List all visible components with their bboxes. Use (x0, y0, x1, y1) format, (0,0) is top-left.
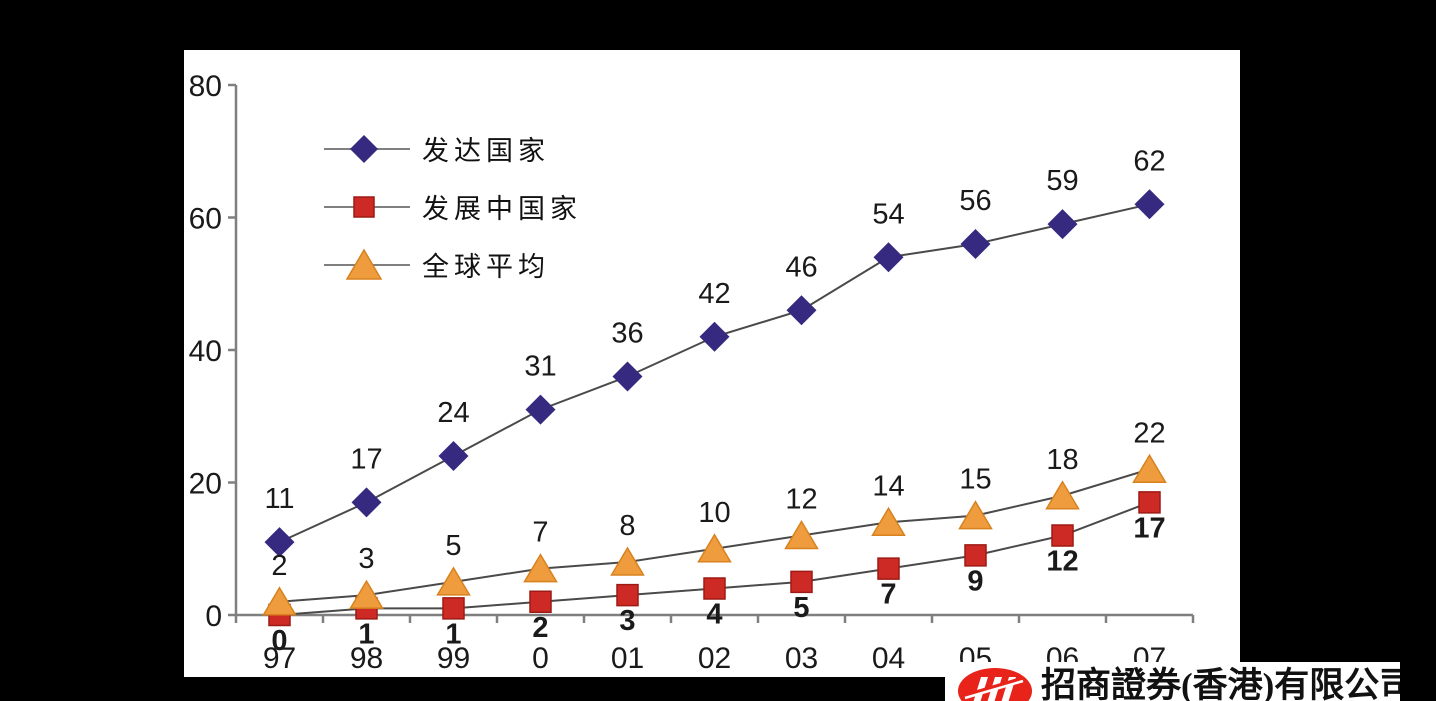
y-tick-label: 0 (205, 600, 222, 633)
x-tick-label: 04 (872, 642, 905, 675)
legend-item-developed: 发达国家 (324, 130, 582, 167)
data-label: 46 (785, 251, 817, 283)
square-marker-icon (324, 195, 410, 218)
x-tick-label: 0 (532, 642, 549, 675)
data-point-square (1138, 491, 1161, 514)
data-label: 56 (959, 185, 991, 217)
data-point-triangle (262, 586, 297, 616)
data-label: 18 (1046, 444, 1078, 476)
data-point-square (529, 590, 552, 613)
data-point-diamond (525, 394, 556, 425)
legend-item-developing: 发展中国家 (324, 188, 582, 225)
data-label: 14 (872, 470, 904, 502)
data-label: 5 (445, 530, 461, 562)
chart-legend: 发达国家 发展中国家 全球平均 (324, 130, 582, 283)
data-label: 3 (358, 543, 374, 575)
data-point-square (964, 544, 987, 567)
y-tick-label: 80 (189, 70, 222, 103)
x-tick-label: 97 (263, 642, 296, 675)
data-point-diamond (786, 295, 817, 326)
data-label: 7 (880, 579, 896, 611)
x-tick-label: 01 (611, 642, 644, 675)
data-point-triangle (697, 533, 732, 563)
data-label: 2 (532, 612, 548, 644)
data-point-triangle (1132, 453, 1167, 483)
legend-label-global-average: 全球平均 (422, 252, 550, 282)
chart-panel: 0 20 40 60 80 97 98 99 0 01 02 03 04 05 06 07 11 17 24 31 36… (184, 50, 1240, 677)
data-point-diamond (960, 229, 991, 259)
y-tick-label: 20 (189, 468, 222, 501)
data-point-triangle (523, 553, 558, 583)
data-point-diamond (873, 242, 904, 273)
data-label: 12 (1046, 546, 1078, 578)
data-point-triangle (1045, 480, 1080, 510)
data-label: 5 (793, 592, 809, 624)
x-tick-label: 98 (350, 642, 383, 675)
legend-label-developed: 发达国家 (422, 136, 550, 166)
data-label: 7 (532, 517, 548, 549)
data-point-square (790, 570, 813, 594)
data-label: 0 (271, 625, 287, 657)
data-label: 62 (1133, 145, 1165, 177)
data-point-square (703, 577, 726, 600)
triangle-marker-icon (324, 248, 410, 280)
data-label: 54 (872, 198, 904, 230)
x-tick-label: 99 (437, 642, 470, 675)
data-point-square (1051, 524, 1074, 547)
data-point-triangle (958, 500, 993, 530)
data-point-diamond (699, 321, 730, 352)
data-point-square (442, 597, 465, 620)
data-label: 11 (264, 483, 294, 515)
logo-company-name: 招商證券(香港)有限公司 (1041, 666, 1400, 701)
legend-label-developing: 发展中国家 (422, 194, 582, 224)
data-label: 12 (785, 484, 817, 516)
y-tick-label: 60 (189, 203, 222, 236)
data-label: 1 (445, 618, 461, 650)
data-label: 9 (967, 565, 983, 597)
data-point-diamond (1047, 209, 1078, 240)
data-label: 17 (350, 443, 382, 475)
data-point-triangle (784, 520, 819, 550)
data-label: 17 (1133, 512, 1165, 544)
x-tick-label: 03 (785, 642, 818, 675)
data-label: 8 (619, 510, 635, 542)
data-point-diamond (1134, 189, 1165, 220)
legend-item-global-average: 全球平均 (324, 246, 582, 283)
data-label: 3 (619, 605, 635, 637)
data-point-diamond (351, 487, 382, 518)
data-label: 24 (437, 397, 469, 429)
data-label: 22 (1133, 417, 1165, 449)
data-point-diamond (264, 527, 295, 558)
data-label: 15 (959, 464, 991, 496)
data-point-triangle (436, 566, 471, 596)
logo-band: 招商證券(香港)有限公司 (945, 662, 1400, 701)
data-label: 4 (706, 599, 722, 631)
x-tick-label: 02 (698, 642, 731, 675)
data-label: 59 (1046, 165, 1078, 197)
cms-logo-icon (958, 668, 1032, 701)
data-point-square (616, 583, 639, 607)
data-label: 36 (611, 318, 643, 350)
data-label: 2 (271, 550, 287, 582)
data-point-triangle (610, 546, 645, 576)
data-point-triangle (871, 506, 906, 536)
data-label: 1 (358, 618, 374, 650)
data-label: 10 (698, 497, 730, 529)
data-point-diamond (438, 441, 469, 471)
data-point-diamond (612, 361, 643, 392)
data-point-triangle (349, 579, 384, 609)
data-label: 42 (698, 278, 730, 310)
diamond-marker-icon (324, 134, 410, 163)
y-tick-label: 40 (189, 335, 222, 368)
data-point-square (877, 557, 900, 580)
data-label: 31 (524, 351, 556, 383)
